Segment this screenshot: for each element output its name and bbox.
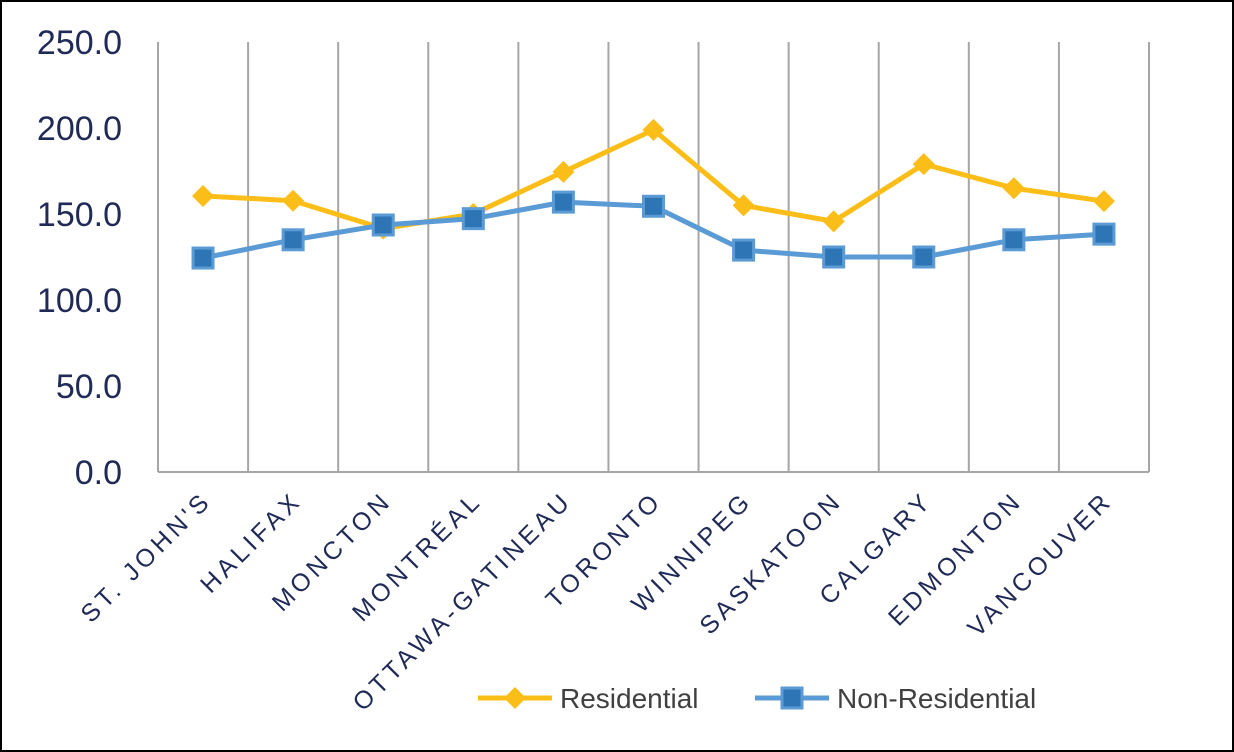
data-point-residential — [552, 160, 575, 183]
y-tick-label: 100.0 — [37, 282, 122, 320]
data-point-non-residential — [912, 245, 936, 269]
data-point-residential — [192, 184, 215, 207]
x-axis-ticks: ST. JOHN'SHALIFAXMONCTONMONTRÉALOTTAWA-G… — [75, 486, 1118, 717]
data-point-residential — [282, 189, 305, 212]
data-point-non-residential — [1002, 228, 1026, 252]
x-tick-label: ST. JOHN'S — [75, 486, 217, 628]
legend-diamond-marker — [504, 687, 526, 709]
y-tick-label: 50.0 — [56, 368, 122, 406]
data-point-non-residential — [1092, 222, 1116, 246]
data-point-residential — [822, 210, 845, 233]
legend-label: Residential — [560, 683, 699, 714]
y-tick-label: 200.0 — [37, 110, 122, 148]
y-axis-ticks: 0.0 50.0 100.0 150.0 200.0 250.0 — [37, 24, 122, 492]
data-point-non-residential — [191, 246, 215, 270]
y-tick-label: 250.0 — [37, 24, 122, 62]
legend-item: Non-Residential — [755, 683, 1036, 714]
data-point-non-residential — [371, 213, 395, 237]
data-point-non-residential — [551, 190, 575, 214]
y-tick-label: 0.0 — [75, 454, 122, 492]
legend-label: Non-Residential — [837, 683, 1036, 714]
y-tick-label: 150.0 — [37, 196, 122, 234]
data-point-residential — [642, 118, 665, 141]
legend-item: Residential — [478, 683, 699, 714]
legend: Residential Non-Residential — [478, 683, 1036, 714]
data-point-residential — [1092, 190, 1115, 213]
series-group — [191, 118, 1116, 270]
data-point-non-residential — [642, 194, 665, 218]
data-point-non-residential — [732, 238, 756, 262]
grid-lines — [157, 42, 1150, 473]
data-point-residential — [1002, 177, 1025, 200]
data-point-non-residential — [822, 245, 846, 269]
legend-square-marker — [780, 686, 804, 710]
data-point-non-residential — [281, 228, 305, 252]
data-point-residential — [732, 194, 755, 217]
data-point-residential — [912, 153, 935, 176]
data-point-non-residential — [461, 207, 485, 231]
